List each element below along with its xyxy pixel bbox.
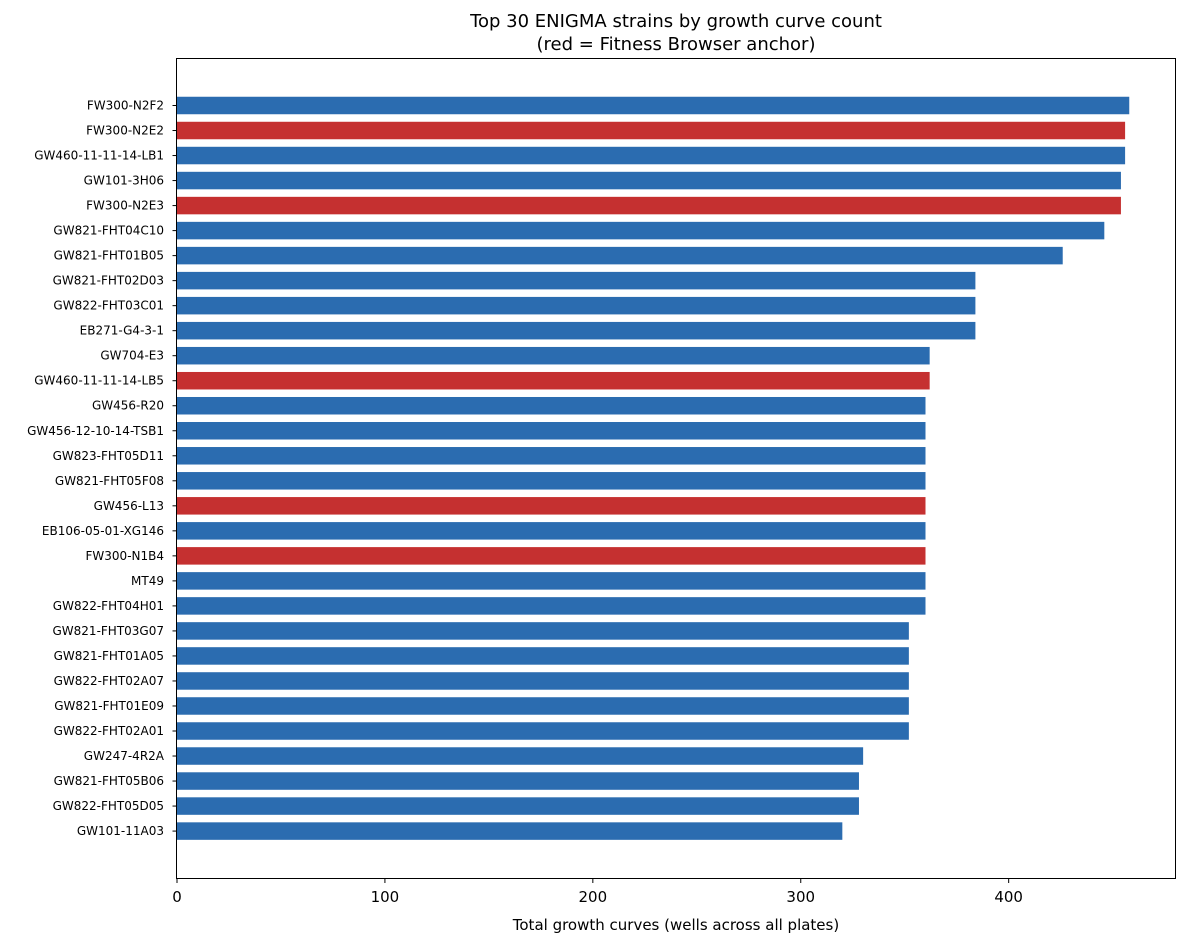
bar-gw821-fht04c10 (177, 221, 1105, 240)
y-tick-label: GW101-11A03 (77, 824, 164, 838)
bar-eb271-g4-3-1 (177, 321, 976, 340)
bar-gw460-11-11-14-lb5 (177, 371, 930, 390)
bar-gw456-12-10-14-tsb1 (177, 422, 926, 440)
bar-gw821-fht05b06 (177, 772, 859, 790)
bar-gw821-fht01a05 (177, 647, 909, 665)
y-tick-label: GW821-FHT04C10 (53, 224, 164, 238)
x-tick-label: 300 (786, 888, 815, 906)
y-tick-label: FW300-N2F2 (87, 99, 164, 113)
bar-gw460-11-11-14-lb1 (177, 146, 1126, 165)
bar-gw821-fht01e09 (177, 697, 909, 715)
y-tick-label: MT49 (131, 574, 164, 588)
y-tick-label: FW300-N1B4 (86, 549, 164, 563)
x-axis-label: Total growth curves (wells across all pl… (512, 916, 839, 934)
bar-gw821-fht01b05 (177, 246, 1063, 265)
y-tick-label: GW821-FHT05F08 (55, 474, 164, 488)
bar-gw822-fht02a01 (177, 722, 909, 740)
y-tick-label: GW456-L13 (94, 499, 164, 513)
bar-fw300-n1b4 (177, 547, 926, 565)
bar-gw101-11a03 (177, 822, 843, 840)
y-tick-label: FW300-N2E3 (86, 199, 164, 213)
y-tick-label: GW460-11-11-14-LB1 (34, 149, 164, 163)
bars-layer (177, 96, 1130, 840)
y-tick-label: GW460-11-11-14-LB5 (34, 374, 164, 388)
chart-subtitle: (red = Fitness Browser anchor) (537, 34, 816, 55)
bar-fw300-n2f2 (177, 96, 1130, 115)
y-tick-label: GW821-FHT03G07 (53, 624, 165, 638)
y-tick-label: EB271-G4-3-1 (80, 324, 164, 338)
y-axis: FW300-N2F2 FW300-N2E2 GW460-11-11-14-LB1 GW… (27, 99, 177, 838)
x-tick-label: 400 (994, 888, 1023, 906)
y-tick-label: GW821-FHT02D03 (53, 274, 164, 288)
bar-gw456-l13 (177, 497, 926, 515)
bar-fw300-n2e2 (177, 121, 1126, 140)
y-tick-label: GW821-FHT05B06 (54, 774, 164, 788)
y-tick-label: GW822-FHT04H01 (53, 599, 164, 613)
bar-gw821-fht02d03 (177, 271, 976, 290)
y-tick-label: GW821-FHT01A05 (54, 649, 164, 663)
x-tick-label: 0 (172, 888, 182, 906)
y-tick-label: GW704-E3 (100, 349, 164, 363)
bar-fw300-n2e3 (177, 196, 1121, 215)
bar-eb106-05-01-xg146 (177, 522, 926, 540)
y-tick-label: GW822-FHT02A07 (54, 674, 164, 688)
bar-gw822-fht05d05 (177, 797, 859, 815)
bar-mt49 (177, 572, 926, 590)
y-tick-label: GW247-4R2A (84, 749, 165, 763)
bar-gw822-fht02a07 (177, 672, 909, 690)
bar-gw822-fht03c01 (177, 296, 976, 315)
y-tick-label: FW300-N2E2 (86, 124, 164, 138)
y-tick-label: GW456-R20 (92, 399, 164, 413)
y-tick-label: GW821-FHT01B05 (54, 249, 164, 263)
bar-gw456-r20 (177, 396, 926, 415)
x-tick-label: 200 (579, 888, 608, 906)
bar-gw247-4r2a (177, 747, 864, 765)
plot-frame (176, 58, 1176, 879)
bar-gw821-fht03g07 (177, 622, 909, 640)
bar-gw823-fht05d11 (177, 447, 926, 465)
bar-gw704-e3 (177, 346, 930, 365)
y-tick-label: GW821-FHT01E09 (54, 699, 164, 713)
x-tick-label: 100 (371, 888, 400, 906)
x-axis: 0 100 200 300 400 (172, 878, 1023, 906)
y-tick-label: GW822-FHT05D05 (53, 799, 164, 813)
y-tick-label: GW456-12-10-14-TSB1 (27, 424, 164, 438)
y-tick-label: EB106-05-01-XG146 (42, 524, 164, 538)
y-tick-label: GW822-FHT03C01 (53, 299, 164, 313)
bar-gw821-fht05f08 (177, 472, 926, 490)
y-tick-label: GW822-FHT02A01 (54, 724, 164, 738)
chart-title: Top 30 ENIGMA strains by growth curve co… (469, 11, 882, 32)
y-tick-label: GW823-FHT05D11 (53, 449, 164, 463)
bar-gw822-fht04h01 (177, 597, 926, 615)
bar-gw101-3h06 (177, 171, 1121, 190)
y-tick-label: GW101-3H06 (84, 174, 164, 188)
